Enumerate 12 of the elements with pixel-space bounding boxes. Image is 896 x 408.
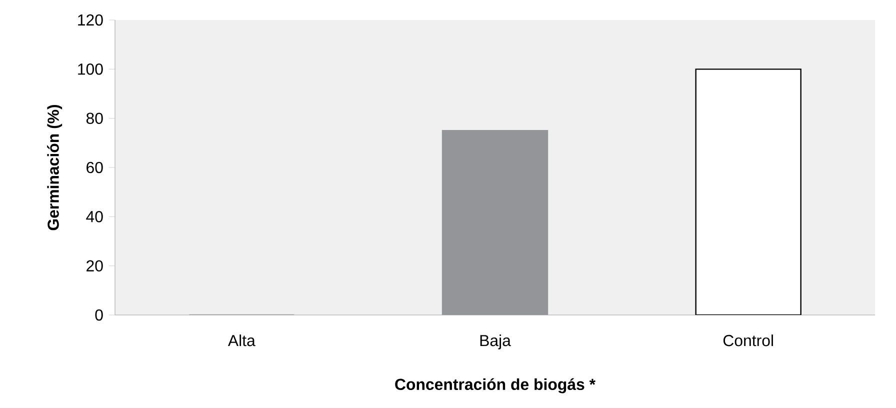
y-tick-label: 40 bbox=[86, 211, 103, 222]
y-axis-title: Germinación (%) bbox=[47, 104, 62, 230]
y-tick-label: 20 bbox=[86, 260, 103, 272]
x-tick-label: Alta bbox=[228, 334, 256, 346]
x-tick-label: Baja bbox=[480, 334, 511, 350]
y-tick-label: 100 bbox=[78, 64, 103, 75]
y-tick-label: 80 bbox=[86, 112, 103, 124]
x-axis-title: Concentración de biogás * bbox=[395, 378, 596, 394]
y-tick-label: 60 bbox=[86, 162, 103, 174]
y-tick-label: 0 bbox=[95, 309, 103, 321]
x-tick-label: Control bbox=[723, 334, 773, 346]
y-tick-label: 120 bbox=[78, 14, 103, 26]
